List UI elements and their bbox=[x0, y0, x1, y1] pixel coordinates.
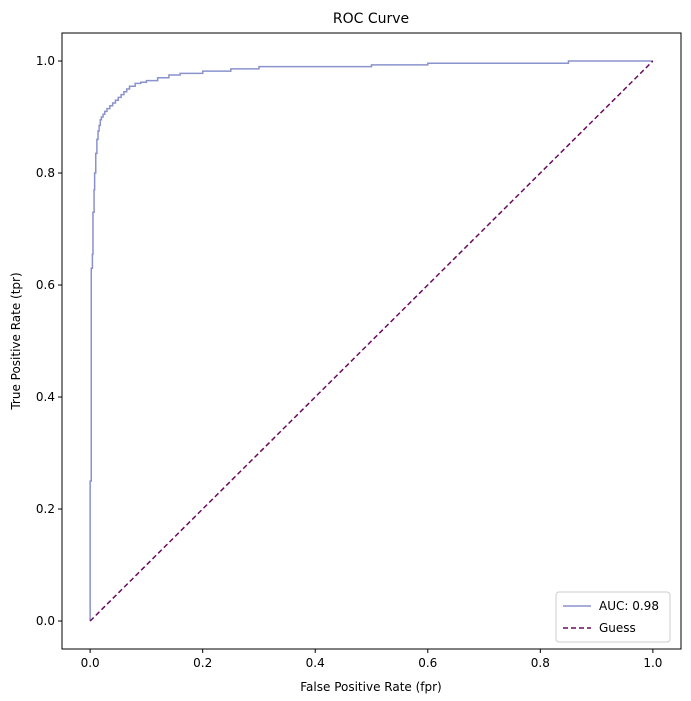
roc-curve-line bbox=[89, 60, 653, 621]
x-tick-label: 1.0 bbox=[643, 656, 662, 670]
legend-box bbox=[555, 591, 671, 643]
y-axis-label: True Positive Rate (tpr) bbox=[9, 272, 23, 410]
series-layer bbox=[89, 60, 654, 622]
chart-title: ROC Curve bbox=[333, 11, 409, 27]
y-tick-label: 1.0 bbox=[36, 54, 55, 68]
legend-label-guess: Guess bbox=[599, 621, 636, 635]
x-tick-label: 0.2 bbox=[193, 656, 212, 670]
y-tick-label: 0.2 bbox=[36, 502, 55, 516]
legend-label-auc: AUC: 0.98 bbox=[599, 599, 659, 613]
x-tick-label: 0.0 bbox=[81, 656, 100, 670]
x-tick-label: 0.4 bbox=[306, 656, 325, 670]
guess-diagonal-line bbox=[89, 60, 654, 622]
axes-frame bbox=[61, 32, 682, 650]
plot-area: 0.0 0.2 0.4 0.6 0.8 1.0 0.0 0.2 0.4 0.6 0.8 1.0 bbox=[36, 32, 682, 670]
x-axis-ticks: 0.0 0.2 0.4 0.6 0.8 1.0 bbox=[81, 649, 662, 670]
x-tick-label: 0.6 bbox=[418, 656, 437, 670]
y-tick-label: 0.4 bbox=[36, 390, 55, 404]
y-tick-label: 0.8 bbox=[36, 166, 55, 180]
y-axis-ticks: 0.0 0.2 0.4 0.6 0.8 1.0 bbox=[36, 54, 62, 628]
y-tick-label: 0.6 bbox=[36, 278, 55, 292]
x-tick-label: 0.8 bbox=[531, 656, 550, 670]
x-axis-label: False Positive Rate (fpr) bbox=[300, 680, 441, 694]
y-tick-label: 0.0 bbox=[36, 614, 55, 628]
legend: AUC: 0.98 Guess bbox=[555, 591, 671, 643]
